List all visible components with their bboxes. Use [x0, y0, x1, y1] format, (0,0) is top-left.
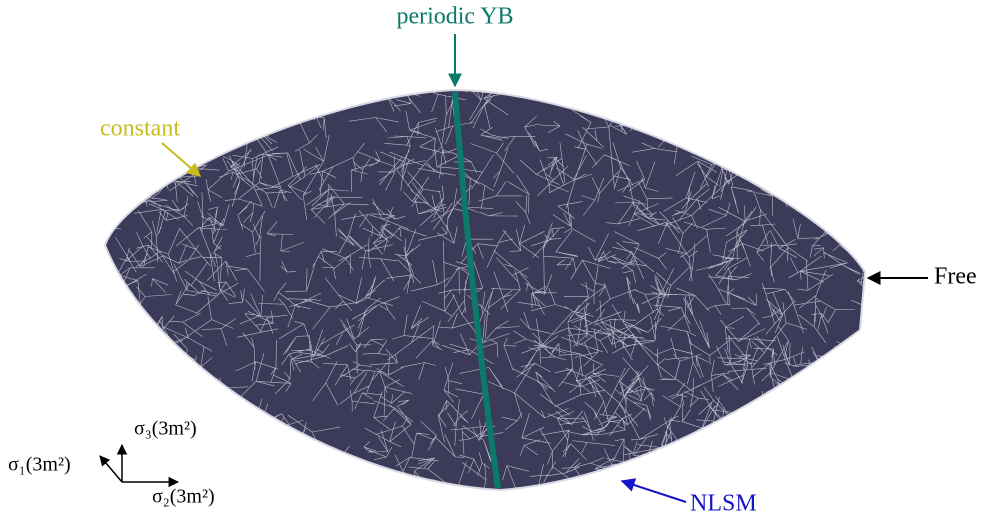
page: periodic YB constant Free NLSM σ₃(3m²) σ… [0, 0, 994, 521]
figure: periodic YB constant Free NLSM σ₃(3m²) σ… [0, 0, 994, 521]
axis-label: σ₂(3m²) [152, 486, 215, 508]
label-free: Free [934, 264, 977, 290]
arrow [162, 143, 200, 176]
axis-label: σ₁(3m²) [8, 454, 71, 476]
label-periodic-yb: periodic YB [396, 4, 513, 30]
arrow [622, 481, 686, 502]
axis-label: σ₃(3m²) [134, 418, 197, 440]
label-nlsm: NLSM [690, 491, 757, 517]
mesh-body [105, 90, 865, 490]
label-constant: constant [100, 116, 180, 142]
axis-arrow [100, 456, 122, 482]
